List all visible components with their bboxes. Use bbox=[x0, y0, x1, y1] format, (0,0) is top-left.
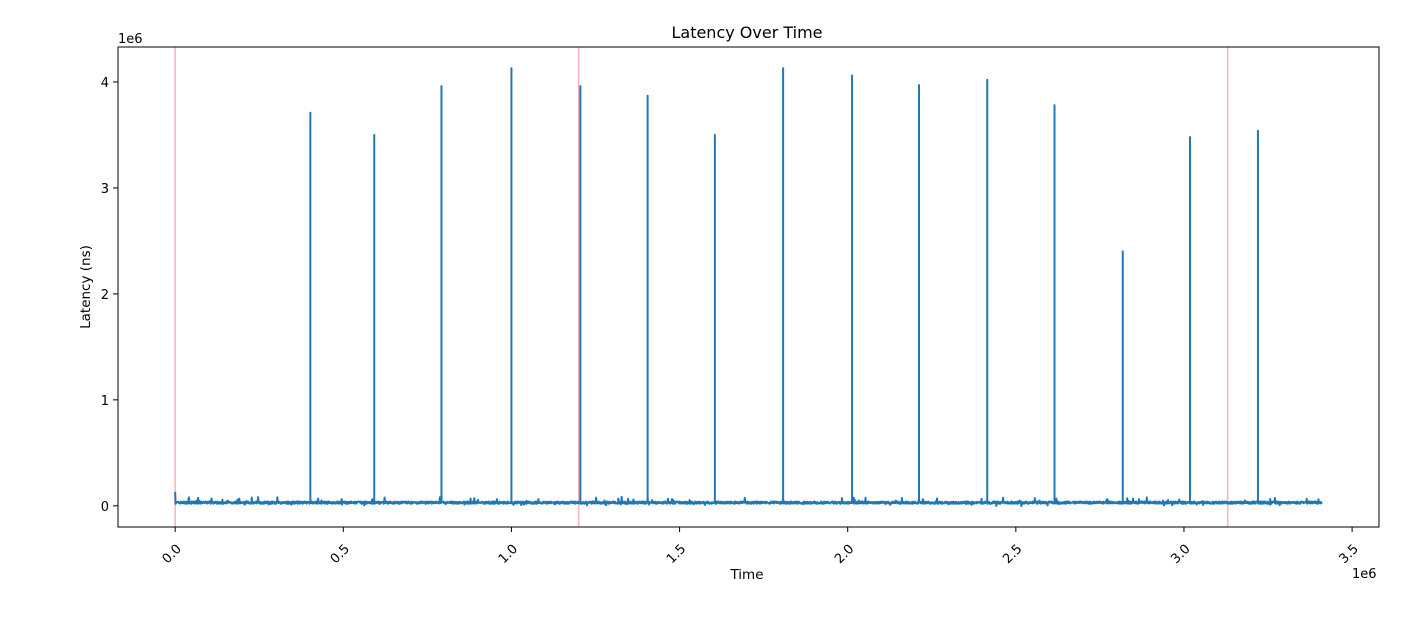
spike-point-10 bbox=[986, 79, 989, 81]
latency-series-line bbox=[174, 67, 1323, 508]
plot-frame bbox=[117, 46, 1380, 528]
x-axis-label: Time bbox=[729, 567, 763, 583]
x-tick-label-6: 3.0 bbox=[1168, 542, 1193, 567]
x-tick-label-1: 0.5 bbox=[328, 542, 353, 567]
spike-point-7 bbox=[782, 67, 784, 69]
spike-point-12 bbox=[1121, 250, 1124, 253]
spike-point-5 bbox=[646, 94, 649, 97]
x-offset-label: 1e6 bbox=[1352, 567, 1377, 582]
spike-point-2 bbox=[440, 85, 443, 88]
spike-point-13 bbox=[1189, 136, 1191, 138]
x-tick-label-4: 2.0 bbox=[832, 542, 857, 567]
x-tick-label-7: 3.5 bbox=[1337, 542, 1362, 567]
x-tick-label-5: 2.5 bbox=[1000, 542, 1025, 567]
y-offset-label: 1e6 bbox=[118, 32, 143, 47]
chart-title: Latency Over Time bbox=[671, 23, 822, 42]
spike-point-14 bbox=[1257, 129, 1259, 132]
x-tick-label-0: 0.0 bbox=[160, 542, 185, 567]
y-tick-label-1: 1 bbox=[101, 394, 109, 409]
y-tick-label-0: 0 bbox=[101, 500, 109, 515]
spike-point-3 bbox=[510, 67, 513, 69]
spike-point-1 bbox=[373, 134, 376, 136]
spike-point-8 bbox=[851, 74, 853, 77]
spike-point-6 bbox=[714, 134, 716, 136]
y-tick-label-3: 3 bbox=[101, 182, 109, 197]
spike-point-4 bbox=[579, 85, 582, 88]
y-axis-label: Latency (ns) bbox=[78, 245, 94, 329]
spike-point-9 bbox=[918, 84, 920, 86]
y-tick-label-4: 4 bbox=[101, 76, 109, 91]
x-tick-label-2: 1.0 bbox=[496, 542, 521, 567]
spike-point-11 bbox=[1053, 104, 1056, 107]
y-tick-label-2: 2 bbox=[101, 288, 109, 303]
x-tick-label-3: 1.5 bbox=[664, 542, 689, 567]
spike-point-0 bbox=[309, 111, 312, 114]
